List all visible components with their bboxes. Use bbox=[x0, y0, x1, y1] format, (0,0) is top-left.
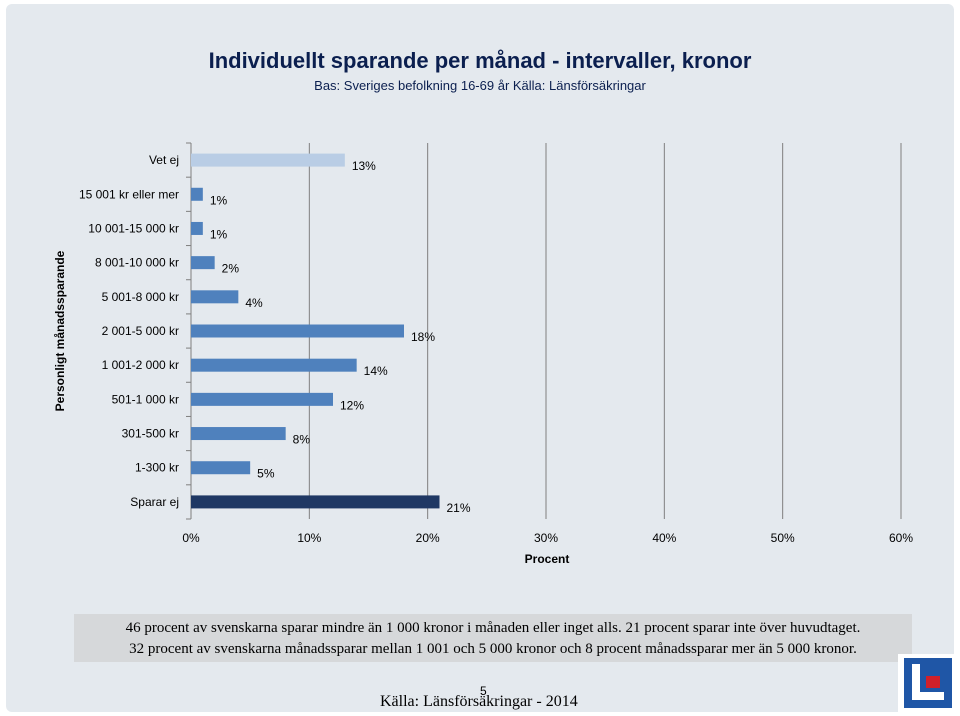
x-tick-label-40: 40% bbox=[652, 531, 676, 545]
category-label-10: Sparar ej bbox=[130, 495, 179, 509]
data-label-7: 12% bbox=[340, 398, 364, 412]
lansforsakringar-logo-icon bbox=[898, 654, 956, 712]
data-label-3: 2% bbox=[222, 262, 240, 276]
category-label-3: 8 001-10 000 kr bbox=[95, 256, 179, 270]
x-axis-title: Procent bbox=[525, 552, 570, 566]
gridlines bbox=[186, 142, 902, 520]
bar-10 bbox=[191, 495, 440, 509]
y-axis-title: Personligt månadssparande bbox=[53, 250, 67, 411]
x-tick-label-30: 30% bbox=[534, 531, 558, 545]
data-label-6: 14% bbox=[364, 364, 388, 378]
summary-note-line-2: 32 procent av svenskarna månadssparar me… bbox=[129, 641, 857, 657]
data-label-0: 13% bbox=[352, 159, 376, 173]
chart-subtitle: Bas: Sveriges befolkning 16-69 år Källa:… bbox=[314, 78, 646, 93]
category-label-7: 501-1 000 kr bbox=[112, 392, 179, 406]
category-label-6: 1 001-2 000 kr bbox=[102, 358, 179, 372]
bar-6 bbox=[191, 358, 357, 372]
bars bbox=[191, 153, 440, 509]
data-label-10: 21% bbox=[447, 501, 471, 515]
bar-3 bbox=[191, 256, 215, 270]
data-label-8: 8% bbox=[293, 433, 311, 447]
x-tick-label-60: 60% bbox=[889, 531, 913, 545]
category-label-4: 5 001-8 000 kr bbox=[102, 290, 179, 304]
bar-1 bbox=[191, 187, 203, 201]
labels: 0% 10% 20% 30% 40% 50% 60% Vet ej 13% 15 001 kr e… bbox=[53, 153, 913, 566]
x-tick-label-0: 0% bbox=[182, 531, 200, 545]
bar-chart: 0% 10% 20% 30% 40% 50% 60% Vet ej 13% 15 001 kr e… bbox=[53, 142, 913, 566]
category-label-8: 301-500 kr bbox=[122, 427, 179, 441]
x-tick-label-10: 10% bbox=[297, 531, 321, 545]
bar-7 bbox=[191, 392, 333, 406]
x-tick-label-50: 50% bbox=[771, 531, 795, 545]
slide-background bbox=[6, 4, 954, 712]
data-label-5: 18% bbox=[411, 330, 435, 344]
bar-4 bbox=[191, 290, 239, 304]
bar-2 bbox=[191, 221, 203, 235]
bar-5 bbox=[191, 324, 404, 338]
category-label-1: 15 001 kr eller mer bbox=[79, 187, 179, 201]
data-label-4: 4% bbox=[245, 296, 263, 310]
bar-0 bbox=[191, 153, 345, 167]
x-tick-label-20: 20% bbox=[416, 531, 440, 545]
page-number: 5 bbox=[480, 684, 487, 698]
source-footer: Källa: Länsförsäkringar - 2014 bbox=[380, 693, 578, 710]
category-label-9: 1-300 kr bbox=[135, 461, 179, 475]
data-label-1: 1% bbox=[210, 193, 228, 207]
summary-note-line-1: 46 procent av svenskarna sparar mindre ä… bbox=[125, 620, 861, 636]
bar-8 bbox=[191, 427, 286, 441]
category-label-5: 2 001-5 000 kr bbox=[102, 324, 179, 338]
chart-title: Individuellt sparande per månad - interv… bbox=[208, 48, 752, 73]
bar-9 bbox=[191, 461, 251, 475]
category-label-2: 10 001-15 000 kr bbox=[88, 221, 179, 235]
data-label-2: 1% bbox=[210, 227, 228, 241]
category-label-0: Vet ej bbox=[149, 153, 179, 167]
data-label-9: 5% bbox=[257, 467, 275, 481]
summary-note: 46 procent av svenskarna sparar mindre ä… bbox=[74, 614, 912, 662]
